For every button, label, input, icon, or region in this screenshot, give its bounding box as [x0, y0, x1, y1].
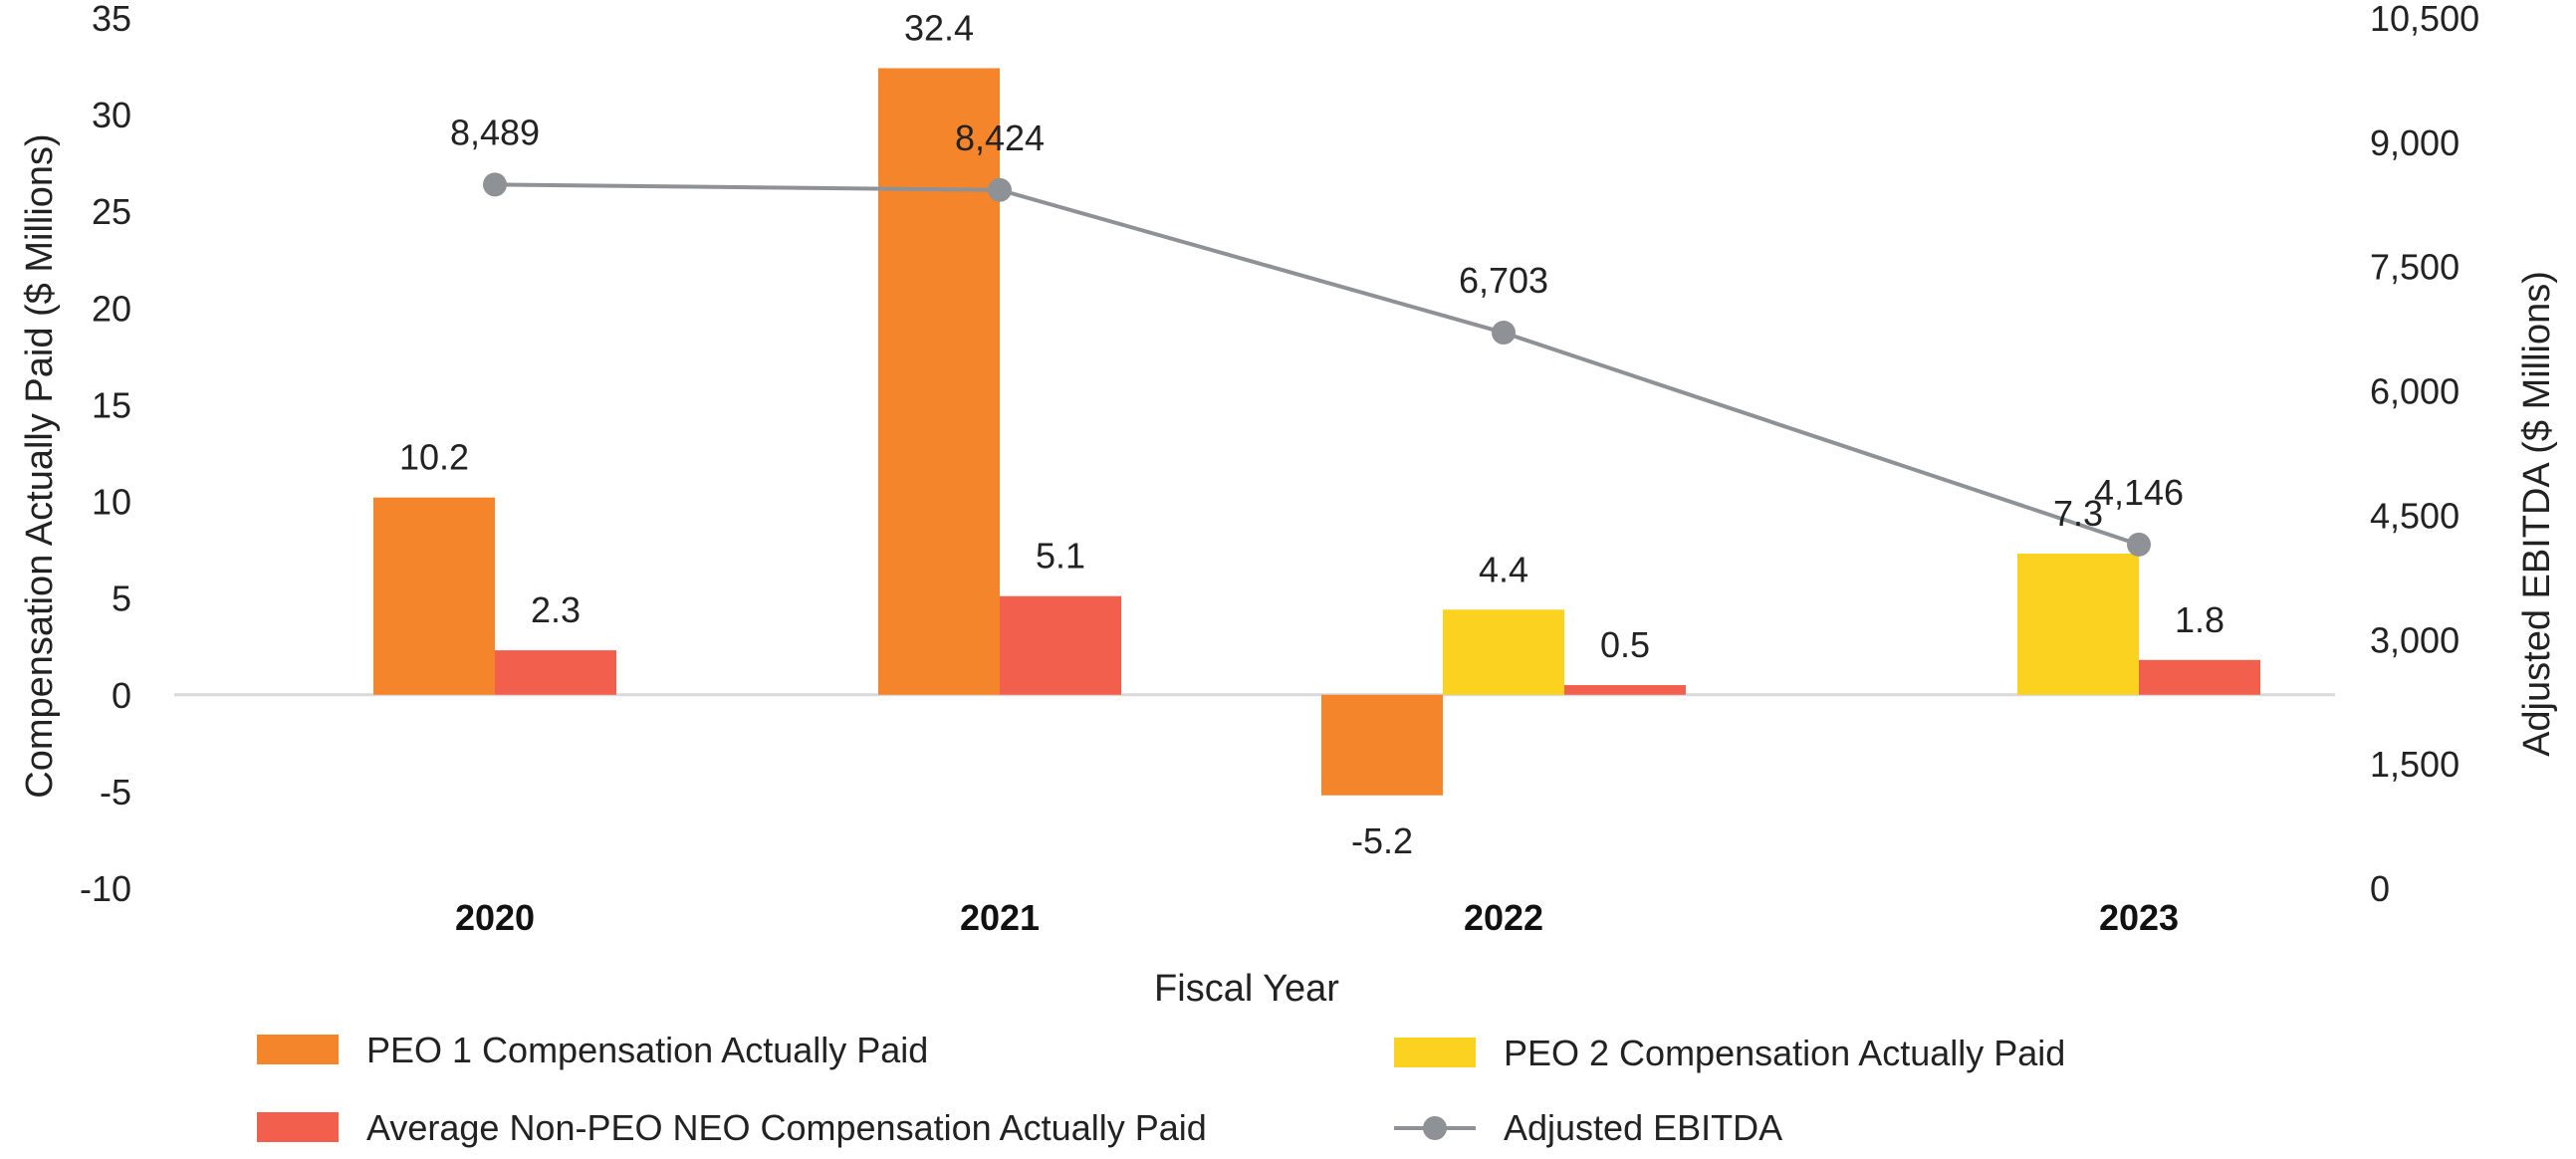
- bar-data-label: -5.2: [1351, 820, 1413, 861]
- bar-data-label: 32.4: [904, 7, 974, 48]
- bar-2020-average-non-peo-neo-compensation-actually-paid: [495, 650, 616, 695]
- bar-2022-peo-2-compensation-actually-paid: [1443, 609, 1564, 695]
- left-tick-label: 30: [92, 95, 131, 135]
- legend-label: PEO 1 Compensation Actually Paid: [366, 1030, 928, 1070]
- bar-2020-peo-1-compensation-actually-paid: [373, 497, 495, 695]
- left-tick-label: -5: [100, 772, 131, 812]
- category-label: 2021: [960, 897, 1040, 938]
- left-tick-label: 15: [92, 384, 131, 425]
- bar-2021-average-non-peo-neo-compensation-actually-paid: [1000, 595, 1121, 695]
- bar-2023-peo-2-compensation-actually-paid: [2017, 553, 2139, 695]
- legend-item: PEO 2 Compensation Actually Paid: [1394, 1033, 2065, 1073]
- legend-label: Average Non-PEO NEO Compensation Actuall…: [366, 1107, 1207, 1148]
- legend-item: PEO 1 Compensation Actually Paid: [257, 1030, 928, 1070]
- category-labels: 2020 2021 2022 2023: [455, 897, 2179, 938]
- right-tick-label: 6,000: [2370, 371, 2459, 412]
- right-axis-ticks: 0 1,500 3,000 4,500 6,000 7,500 9,000 10,500: [2370, 0, 2479, 909]
- bar-2021-peo-1-compensation-actually-paid: [878, 68, 1000, 695]
- ebitda-point: [483, 172, 507, 197]
- data-labels: 10.2 2.3 32.4 5.1 -5.2 4.4 0.5 7.3 1.8 8,489 8,424…: [399, 7, 2225, 860]
- legend-item: Average Non-PEO NEO Compensation Actuall…: [257, 1107, 1207, 1148]
- left-tick-label: -10: [80, 868, 131, 909]
- legend-swatch: [257, 1112, 339, 1142]
- left-tick-label: 20: [92, 288, 131, 329]
- y2-axis-title: Adjusted EBITDA ($ Millions): [2516, 271, 2558, 757]
- legend-item: Adjusted EBITDA: [1394, 1107, 1782, 1148]
- legend: PEO 1 Compensation Actually Paid PEO 2 Co…: [257, 1030, 2065, 1148]
- ebitda-line: [494, 182, 2140, 547]
- legend-swatch: [1394, 1038, 1476, 1067]
- bar-data-label: 5.1: [1036, 536, 1085, 577]
- left-tick-label: 25: [92, 191, 131, 232]
- right-tick-label: 1,500: [2370, 744, 2459, 785]
- right-tick-label: 3,000: [2370, 619, 2459, 660]
- bar-data-label: 10.2: [399, 437, 469, 478]
- x-axis-title: Fiscal Year: [1154, 968, 1339, 1010]
- bar-data-label: 4.4: [1479, 549, 1528, 589]
- ebitda-point: [988, 177, 1012, 202]
- bar-data-label: 2.3: [531, 589, 581, 630]
- right-tick-label: 10,500: [2370, 0, 2479, 39]
- ebitda-line-series: [483, 172, 2151, 557]
- ebitda-data-label: 4,146: [2094, 472, 2184, 513]
- right-tick-label: 9,000: [2370, 122, 2459, 163]
- bar-data-label: 1.8: [2175, 599, 2225, 640]
- ebitda-data-label: 8,424: [955, 117, 1045, 158]
- left-tick-label: 35: [92, 0, 131, 39]
- ebitda-point: [1492, 321, 1516, 346]
- bar-2023-average-non-peo-neo-compensation-actually-paid: [2139, 659, 2260, 695]
- right-tick-label: 0: [2370, 868, 2390, 909]
- legend-label: Adjusted EBITDA: [1504, 1107, 1782, 1148]
- ebitda-point: [2127, 532, 2151, 557]
- bar-data-label: 7.3: [2053, 493, 2103, 534]
- bars: [373, 68, 2260, 796]
- left-tick-label: 0: [112, 675, 131, 716]
- ebitda-data-label: 6,703: [1459, 260, 1548, 301]
- right-tick-label: 4,500: [2370, 495, 2459, 536]
- bar-2022-average-non-peo-neo-compensation-actually-paid: [1564, 685, 1686, 695]
- legend-label: PEO 2 Compensation Actually Paid: [1504, 1033, 2065, 1073]
- left-tick-label: 10: [92, 482, 131, 523]
- legend-swatch: [257, 1035, 339, 1064]
- legend-marker: [1423, 1116, 1447, 1140]
- category-label: 2023: [2099, 897, 2179, 938]
- right-tick-label: 7,500: [2370, 247, 2459, 288]
- left-axis-ticks: -10 -5 0 5 10 15 20 25 30 35: [80, 0, 131, 909]
- category-label: 2020: [455, 897, 535, 938]
- ebitda-data-label: 8,489: [450, 112, 540, 152]
- left-tick-label: 5: [112, 579, 131, 619]
- bar-2022-peo-1-compensation-actually-paid: [1321, 694, 1443, 796]
- bar-data-label: 0.5: [1600, 624, 1650, 665]
- category-label: 2022: [1464, 897, 1543, 938]
- y-axis-title: Compensation Actually Paid ($ Millions): [19, 133, 61, 798]
